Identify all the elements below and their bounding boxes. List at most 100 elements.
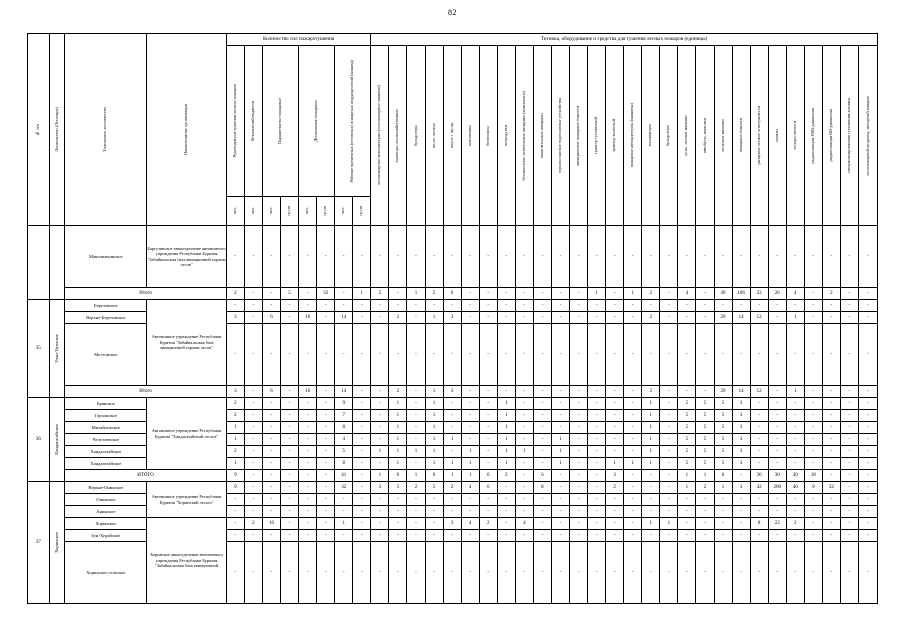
table-row: Максимихинское Баргузинское авиаотделение… (27, 225, 878, 300)
value-cell: - (532, 409, 552, 422)
value-cell: - (587, 225, 607, 288)
value-cell: - (623, 481, 643, 494)
value-cell: - (587, 541, 607, 604)
value-cell: - (550, 323, 571, 386)
value-cell: 1 (442, 457, 462, 470)
value-cell: 12 (749, 385, 769, 398)
value-cell: - (316, 311, 336, 324)
value-cell: - (677, 225, 697, 288)
value-cell: - (460, 409, 480, 422)
value-cell: - (352, 481, 372, 494)
value-cell: 1 (225, 421, 245, 434)
value-cell: - (858, 409, 878, 422)
value-cell: - (641, 481, 661, 494)
value-cell: - (713, 225, 733, 288)
value-cell: - (749, 541, 769, 604)
value-cell: - (749, 225, 769, 288)
value-cell: 5 (677, 457, 697, 470)
value-cell: - (532, 457, 552, 470)
value-cell: - (460, 541, 480, 604)
value-cell: 1 (225, 433, 245, 446)
value-cell: - (821, 397, 841, 410)
value-cell: - (587, 397, 607, 410)
header-tech-19: легковые машины (713, 45, 733, 226)
value-cell: 2 (225, 287, 245, 300)
value-cell: - (243, 409, 263, 422)
value-cell: 2 (406, 481, 426, 494)
value-cell: 8 (532, 481, 552, 494)
value-cell: - (478, 385, 498, 398)
value-cell: - (352, 323, 372, 386)
value-cell: - (279, 323, 300, 386)
value-cell: - (785, 505, 805, 518)
value-cell: - (785, 493, 805, 506)
value-cell: - (803, 311, 823, 324)
header-tech-label: лесопожарные автоцистерны (лесопожарные … (376, 85, 382, 186)
table-row: Мостовское - - - - - - - - - - - - - - - - - - - - - - - - - - - - - -… (28, 323, 878, 386)
value-cell: - (803, 225, 823, 288)
value-cell: 1 (424, 397, 444, 410)
value-cell: - (316, 385, 336, 398)
value-cell: 4 (334, 433, 354, 446)
value-cell: - (514, 505, 534, 518)
value-cell: - (605, 433, 625, 446)
value-cell: 22 (767, 517, 787, 530)
value-cell: - (225, 323, 245, 386)
value-cell: - (243, 385, 263, 398)
header-force-label: Парашютисты-пожарные (277, 97, 283, 145)
value-cell: - (785, 529, 805, 542)
header-force-0: Руководители тушения лесных пожаров (225, 45, 245, 197)
value-cell: 1 (514, 445, 534, 458)
value-cell: - (568, 445, 589, 458)
value-cell: - (821, 469, 841, 482)
table-header: № п/п Лесничество (Лесопарк) Участковое … (27, 33, 878, 226)
value-cell: 10 (261, 517, 282, 530)
value-cell: 14 (731, 311, 751, 324)
value-cell: 3 (225, 311, 245, 324)
value-cell: - (767, 493, 787, 506)
value-cell: - (605, 505, 625, 518)
value-cell: - (605, 225, 625, 288)
value-cell: - (370, 311, 390, 324)
value-cell: - (659, 311, 679, 324)
header-group-tech: Техника, оборудование и средства для туш… (370, 33, 878, 46)
value-cell: - (243, 299, 263, 312)
value-cell: - (713, 493, 733, 506)
value-cell: - (839, 299, 860, 312)
value-cell: 32 (316, 287, 336, 300)
header-unit-0-0: чел. (225, 196, 245, 226)
value-cell: - (858, 397, 878, 410)
value-cell: - (279, 457, 300, 470)
header-unit-3-1: гр.пп (316, 196, 336, 226)
value-cell: - (442, 493, 462, 506)
value-cell: - (731, 225, 751, 288)
header-organizaciya: Наименование организации (146, 33, 227, 226)
value-cell: - (279, 481, 300, 494)
value-cell: - (568, 469, 589, 482)
header-tech-25: радиостанции КВ-диапазона (821, 45, 841, 226)
value-cell: - (839, 517, 860, 530)
value-cell: 106 (731, 287, 751, 300)
value-cell: - (243, 457, 263, 470)
value-cell: - (550, 287, 571, 300)
value-cell: - (803, 409, 823, 422)
value-cell: - (749, 409, 769, 422)
value-cell: 18 (803, 469, 823, 482)
value-cell: - (298, 287, 318, 300)
value-cell: - (406, 225, 426, 288)
value-cell: - (858, 505, 878, 518)
value-cell: - (821, 299, 841, 312)
value-cell: - (442, 421, 462, 434)
value-cell: - (550, 299, 571, 312)
value-cell: - (370, 529, 390, 542)
header-unit-1-0: чел. (243, 196, 263, 226)
value-cell: - (731, 299, 751, 312)
value-cell: - (659, 433, 679, 446)
value-cell: - (442, 409, 462, 422)
header-unit-label: чел. (231, 207, 237, 215)
value-cell: - (550, 481, 571, 494)
header-tech-12: трактор гусеничный (587, 45, 607, 226)
value-cell: 1 (641, 421, 661, 434)
value-cell: - (496, 311, 516, 324)
